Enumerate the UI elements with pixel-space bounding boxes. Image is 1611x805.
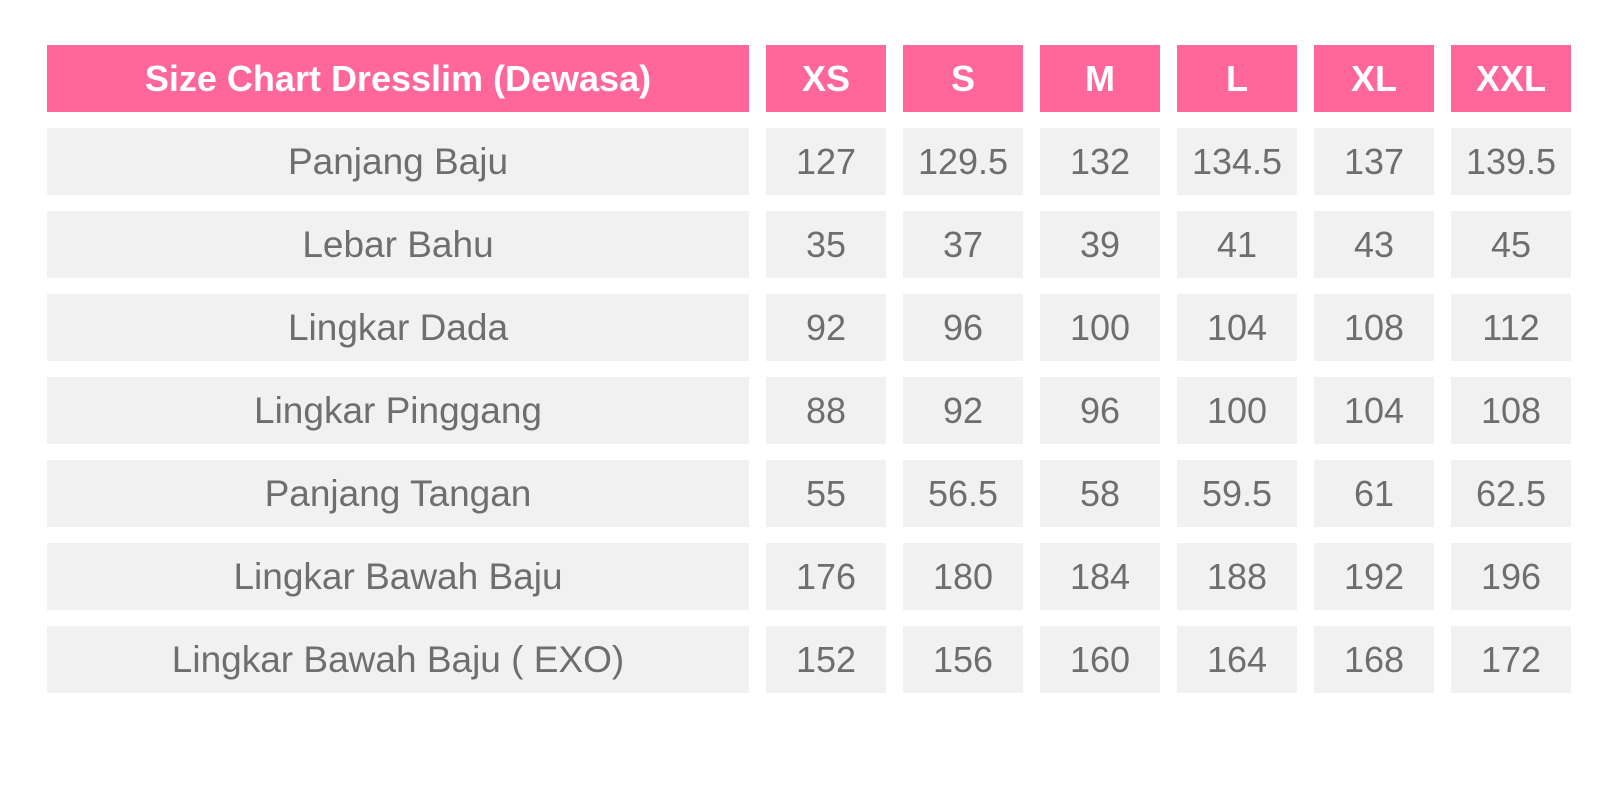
table-cell: 88 (766, 377, 886, 444)
row-label-lebar-bahu: Lebar Bahu (47, 211, 749, 278)
table-cell: 180 (903, 543, 1023, 610)
table-cell: 100 (1040, 294, 1160, 361)
table-cell: 96 (1040, 377, 1160, 444)
table-cell: 92 (903, 377, 1023, 444)
size-header-l: L (1177, 45, 1297, 112)
table-cell: 104 (1314, 377, 1434, 444)
row-label-lingkar-bawah-baju-exo: Lingkar Bawah Baju ( EXO) (47, 626, 749, 693)
table-cell: 172 (1451, 626, 1571, 693)
table-cell: 184 (1040, 543, 1160, 610)
table-cell: 104 (1177, 294, 1297, 361)
table-cell: 132 (1040, 128, 1160, 195)
table-cell: 160 (1040, 626, 1160, 693)
table-cell: 61 (1314, 460, 1434, 527)
table-cell: 62.5 (1451, 460, 1571, 527)
table-cell: 156 (903, 626, 1023, 693)
table-cell: 100 (1177, 377, 1297, 444)
size-header-m: M (1040, 45, 1160, 112)
table-cell: 35 (766, 211, 886, 278)
table-cell: 192 (1314, 543, 1434, 610)
size-chart-table: Size Chart Dresslim (Dewasa) XS S M L XL… (47, 45, 1571, 693)
table-cell: 56.5 (903, 460, 1023, 527)
table-cell: 134.5 (1177, 128, 1297, 195)
size-header-s: S (903, 45, 1023, 112)
row-label-panjang-baju: Panjang Baju (47, 128, 749, 195)
table-cell: 137 (1314, 128, 1434, 195)
table-cell: 176 (766, 543, 886, 610)
size-header-xxl: XXL (1451, 45, 1571, 112)
table-cell: 108 (1314, 294, 1434, 361)
table-cell: 196 (1451, 543, 1571, 610)
table-cell: 127 (766, 128, 886, 195)
table-cell: 39 (1040, 211, 1160, 278)
table-cell: 59.5 (1177, 460, 1297, 527)
row-label-lingkar-bawah-baju: Lingkar Bawah Baju (47, 543, 749, 610)
row-label-lingkar-pinggang: Lingkar Pinggang (47, 377, 749, 444)
table-cell: 96 (903, 294, 1023, 361)
table-cell: 164 (1177, 626, 1297, 693)
row-label-panjang-tangan: Panjang Tangan (47, 460, 749, 527)
row-label-lingkar-dada: Lingkar Dada (47, 294, 749, 361)
table-cell: 168 (1314, 626, 1434, 693)
table-cell: 139.5 (1451, 128, 1571, 195)
size-header-xl: XL (1314, 45, 1434, 112)
table-cell: 43 (1314, 211, 1434, 278)
table-cell: 188 (1177, 543, 1297, 610)
table-cell: 58 (1040, 460, 1160, 527)
table-cell: 112 (1451, 294, 1571, 361)
size-header-xs: XS (766, 45, 886, 112)
table-cell: 45 (1451, 211, 1571, 278)
table-cell: 108 (1451, 377, 1571, 444)
table-cell: 37 (903, 211, 1023, 278)
table-cell: 41 (1177, 211, 1297, 278)
table-cell: 129.5 (903, 128, 1023, 195)
table-cell: 55 (766, 460, 886, 527)
table-cell: 152 (766, 626, 886, 693)
table-cell: 92 (766, 294, 886, 361)
table-title-header: Size Chart Dresslim (Dewasa) (47, 45, 749, 112)
